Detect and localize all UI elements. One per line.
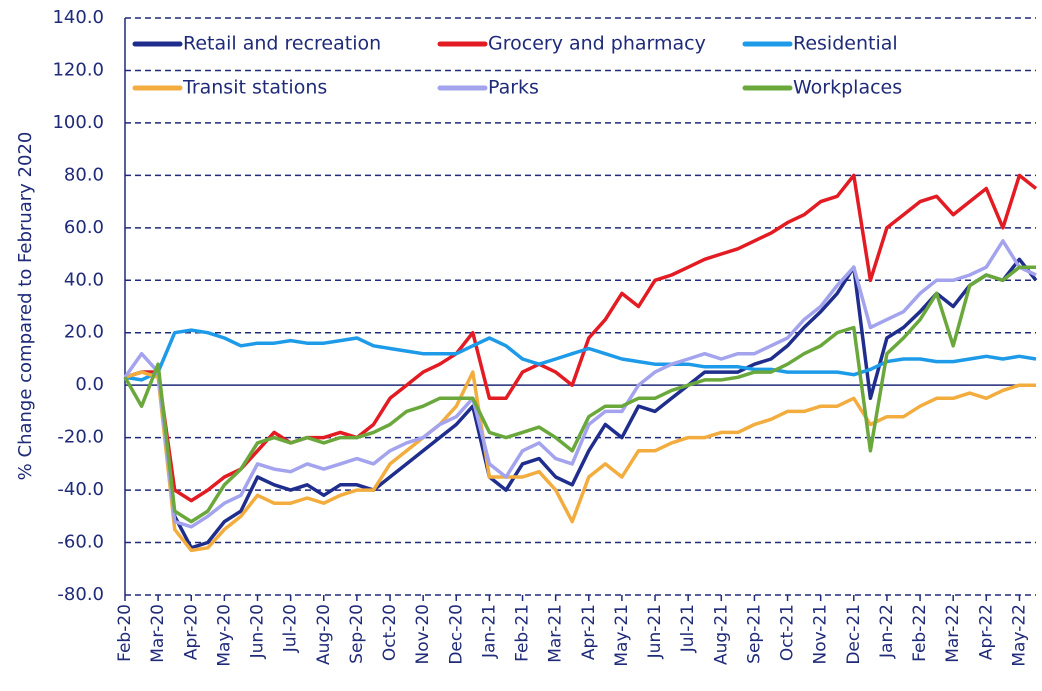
y-tick-label: 140.0: [52, 7, 104, 28]
y-tick-label: 20.0: [64, 322, 104, 343]
x-tick-label: May-20: [214, 604, 234, 667]
x-tick-label: Feb-22: [910, 604, 930, 662]
x-tick-label: Nov-21: [811, 604, 831, 665]
y-tick-label: -80.0: [57, 584, 104, 605]
y-tick-label: -20.0: [57, 427, 104, 448]
y-tick-label: -60.0: [57, 532, 104, 553]
y-tick-label: 0.0: [75, 374, 104, 395]
x-tick-label: Mar-22: [943, 604, 963, 663]
legend-label: Residential: [793, 33, 898, 55]
x-tick-label: Mar-20: [148, 604, 168, 663]
series-line: [124, 173, 1038, 503]
series-line: [123, 239, 1037, 529]
y-tick-label: 60.0: [64, 217, 104, 238]
series-line: [124, 257, 1038, 550]
x-tick-label: Mar-21: [546, 604, 566, 663]
x-tick-label: Aug-21: [711, 604, 731, 665]
x-tick-label: May-21: [612, 604, 632, 667]
x-tick-label: Jan-22: [877, 604, 897, 659]
y-tick-label: 120.0: [52, 59, 104, 80]
y-tick-label: -40.0: [57, 479, 104, 500]
x-tick-label: Jun-20: [248, 604, 268, 659]
x-tick-label: Sep-20: [347, 604, 367, 664]
series-line: [123, 265, 1036, 524]
y-tick-label: 80.0: [64, 164, 104, 185]
series-line: [124, 370, 1036, 553]
x-tick-label: Feb-20: [115, 604, 135, 662]
y-tick-label: 100.0: [52, 112, 104, 133]
x-tick-label: Oct-20: [380, 604, 400, 661]
x-tick-label: Dec-21: [844, 604, 864, 665]
y-tick-label: 40.0: [64, 269, 104, 290]
x-tick-label: Jan-21: [479, 604, 499, 659]
x-tick-label: Sep-21: [744, 604, 764, 664]
x-tick-label: Dec-20: [446, 604, 466, 665]
x-tick-label: Nov-20: [413, 604, 433, 665]
legend-label: Workplaces: [793, 77, 902, 99]
x-tick-label: Apr-21: [579, 604, 599, 660]
x-tick-label: Jul-20: [281, 604, 301, 653]
x-tick-label: Apr-22: [976, 604, 996, 660]
x-tick-label: Jun-21: [645, 604, 665, 659]
x-tick-label: Aug-20: [314, 604, 334, 665]
x-tick-label: Apr-20: [181, 604, 201, 660]
legend-label: Grocery and pharmacy: [488, 33, 706, 55]
x-tick-label: Jul-21: [678, 604, 698, 653]
legend-label: Retail and recreation: [183, 33, 381, 55]
x-tick-label: Oct-21: [778, 604, 798, 661]
series-line: [124, 328, 1037, 382]
legend-label: Parks: [488, 77, 539, 99]
legend-label: Transit stations: [182, 77, 327, 99]
y-axis-label: % Change compared to February 2020: [15, 132, 36, 481]
x-tick-label: Feb-21: [513, 604, 533, 662]
x-tick-label: May-22: [1009, 604, 1029, 667]
